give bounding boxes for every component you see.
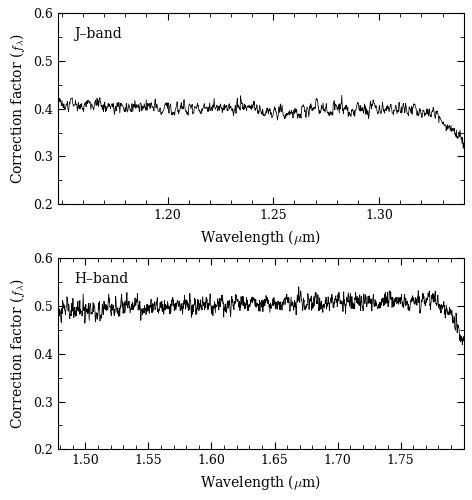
Text: J–band: J–band bbox=[74, 26, 122, 40]
Text: H–band: H–band bbox=[74, 272, 128, 286]
Y-axis label: Correction factor ($f_{\lambda}$): Correction factor ($f_{\lambda}$) bbox=[8, 33, 27, 184]
X-axis label: Wavelength ($\mu$m): Wavelength ($\mu$m) bbox=[200, 472, 321, 492]
Y-axis label: Correction factor ($f_{\lambda}$): Correction factor ($f_{\lambda}$) bbox=[8, 278, 27, 430]
X-axis label: Wavelength ($\mu$m): Wavelength ($\mu$m) bbox=[200, 228, 321, 246]
